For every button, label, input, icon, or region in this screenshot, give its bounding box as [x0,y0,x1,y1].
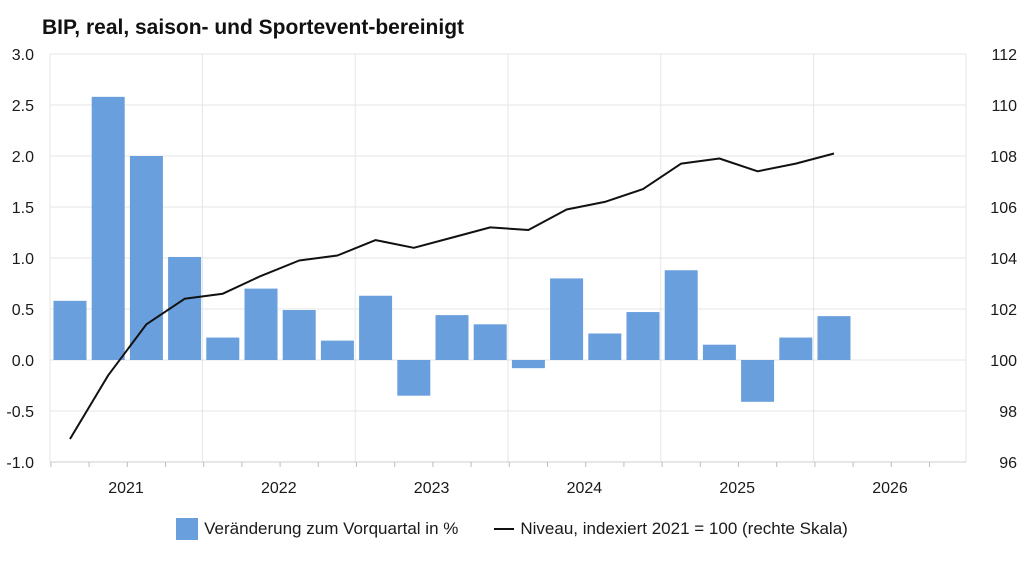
y-left-tick-label: 2.0 [12,149,34,166]
bar [664,270,698,360]
y-left-tick-label: 1.5 [12,200,34,217]
y-right-tick-label: 100 [990,353,1017,370]
y-left-tick-label: 3.0 [12,47,34,64]
x-tick-label: 2024 [567,480,603,497]
bar [588,333,622,360]
y-left-tick-label: 0.5 [12,302,34,319]
bar [168,256,202,360]
x-tick-label: 2026 [872,480,908,497]
legend-label-bars: Veränderung zum Vorquartal in % [204,519,459,538]
bar [741,360,775,402]
bar [206,337,240,360]
y-left-tick-label: -1.0 [6,455,34,472]
y-right-tick-label: 108 [990,149,1017,166]
bar [91,96,125,360]
legend: Veränderung zum Vorquartal in % Niveau, … [0,518,1024,540]
y-right-tick-label: 98 [999,404,1017,421]
y-right-tick-label: 102 [990,302,1017,319]
x-tick-label: 2021 [108,480,144,497]
bar [473,324,507,360]
y-left-tick-label: 2.5 [12,98,34,115]
y-right-tick-label: 112 [991,47,1017,64]
level-line [69,152,835,440]
bar [817,316,851,360]
bar [779,337,813,360]
bar [511,360,545,369]
bar-series [53,96,851,402]
legend-item-bars[interactable]: Veränderung zum Vorquartal in % [176,518,458,540]
x-tick-label: 2023 [414,480,450,497]
y-left-tick-label: -0.5 [6,404,34,421]
y-left-tick-label: 0.0 [12,353,34,370]
x-tick-label: 2025 [719,480,755,497]
legend-swatch-bars [176,518,199,540]
bar [320,340,354,360]
bar [53,300,87,360]
chart-title: BIP, real, saison- und Sportevent-berein… [42,16,465,39]
bar [129,156,163,360]
bar [244,288,278,360]
legend-item-line[interactable]: Niveau, indexiert 2021 = 100 (rechte Ska… [494,519,848,539]
y-right-tick-label: 104 [990,251,1017,268]
legend-swatch-line [494,528,515,530]
bar [702,344,736,360]
y-right-tick-label: 96 [999,455,1017,472]
bar [435,315,469,360]
line-series [69,152,835,440]
y-right-tick-label: 106 [990,200,1017,217]
bar [550,278,584,360]
x-tick-label: 2022 [261,480,297,497]
y-right-tick-label: 110 [991,98,1017,115]
y-left-tick-label: 1.0 [12,251,34,268]
bar [626,312,660,360]
bar [359,295,393,360]
bar [282,310,316,360]
grid [49,53,967,463]
legend-label-line: Niveau, indexiert 2021 = 100 (rechte Ska… [520,519,848,538]
axes: -1.0 -0.5 0.0 0.5 1.0 1.5 2.0 2.5 3.0 96 98 100 102 1… [6,47,1017,497]
bar [397,360,431,396]
